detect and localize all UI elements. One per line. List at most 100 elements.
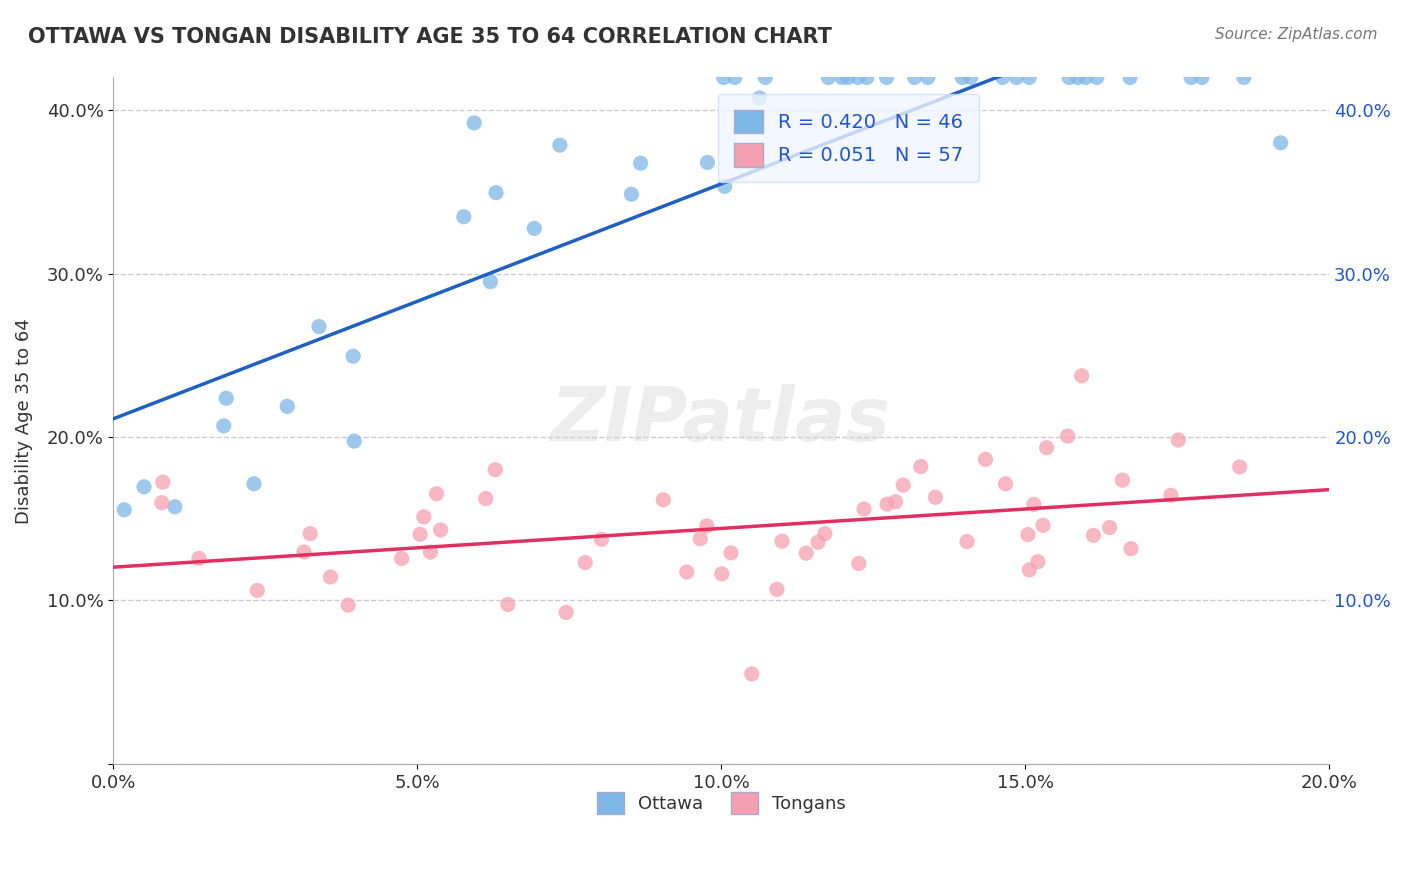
Ottawa xyxy=(243,476,266,491)
Ottawa xyxy=(523,221,546,235)
Tongans xyxy=(689,532,711,546)
Tongans xyxy=(794,546,817,560)
Ottawa xyxy=(163,500,186,514)
Tongans xyxy=(720,546,742,560)
Text: OTTAWA VS TONGAN DISABILITY AGE 35 TO 64 CORRELATION CHART: OTTAWA VS TONGAN DISABILITY AGE 35 TO 64… xyxy=(28,27,832,46)
Tongans xyxy=(814,526,837,541)
Ottawa xyxy=(620,187,643,202)
Tongans xyxy=(848,557,870,571)
Ottawa xyxy=(1270,136,1292,150)
Ottawa xyxy=(1085,70,1108,85)
Tongans xyxy=(807,535,830,549)
Ottawa xyxy=(630,156,652,170)
Tongans xyxy=(1032,518,1054,533)
Tongans xyxy=(188,551,211,566)
Ottawa xyxy=(696,155,718,169)
Ottawa xyxy=(132,480,155,494)
Ottawa xyxy=(713,70,735,85)
Tongans xyxy=(474,491,496,506)
Tongans xyxy=(1160,488,1182,502)
Ottawa xyxy=(212,418,235,433)
Ottawa xyxy=(112,502,135,516)
Tongans xyxy=(1229,459,1251,474)
Ottawa xyxy=(1074,70,1097,85)
Tongans xyxy=(891,478,914,492)
Ottawa xyxy=(1191,70,1213,85)
Legend: Ottawa, Tongans: Ottawa, Tongans xyxy=(588,783,855,823)
Tongans xyxy=(675,565,697,579)
Ottawa xyxy=(754,70,776,85)
Tongans xyxy=(1018,563,1040,577)
Ottawa xyxy=(1119,70,1142,85)
Tongans xyxy=(409,527,432,541)
Tongans xyxy=(391,551,413,566)
Ottawa xyxy=(215,391,238,405)
Tongans xyxy=(152,475,174,490)
Tongans xyxy=(419,545,441,559)
Ottawa xyxy=(1180,70,1202,85)
Ottawa xyxy=(748,91,770,105)
Ottawa xyxy=(479,275,502,289)
Tongans xyxy=(1098,520,1121,534)
Tongans xyxy=(884,495,907,509)
Tongans xyxy=(555,606,578,620)
Tongans xyxy=(770,534,793,549)
Tongans xyxy=(876,497,898,511)
Tongans xyxy=(1119,541,1142,556)
Tongans xyxy=(710,566,733,581)
Tongans xyxy=(591,533,613,547)
Tongans xyxy=(1056,429,1078,443)
Tongans xyxy=(924,491,946,505)
Ottawa xyxy=(463,116,485,130)
Tongans xyxy=(337,598,360,612)
Tongans xyxy=(652,492,675,507)
Ottawa xyxy=(837,70,859,85)
Ottawa xyxy=(1057,70,1080,85)
Ottawa xyxy=(831,70,853,85)
Ottawa xyxy=(1067,70,1090,85)
Tongans xyxy=(974,452,997,467)
Tongans xyxy=(1035,441,1057,455)
Tongans xyxy=(484,463,506,477)
Ottawa xyxy=(991,70,1014,85)
Tongans xyxy=(1111,473,1133,487)
Tongans xyxy=(956,534,979,549)
Tongans xyxy=(1070,368,1092,383)
Ottawa xyxy=(1005,70,1028,85)
Ottawa xyxy=(817,70,839,85)
Tongans xyxy=(741,667,763,681)
Ottawa xyxy=(856,70,879,85)
Ottawa xyxy=(959,70,981,85)
Ottawa xyxy=(1233,70,1256,85)
Ottawa xyxy=(453,210,475,224)
Tongans xyxy=(246,583,269,598)
Ottawa xyxy=(308,319,330,334)
Ottawa xyxy=(342,349,364,363)
Tongans xyxy=(1022,498,1045,512)
Tongans xyxy=(319,570,342,584)
Tongans xyxy=(412,509,434,524)
Y-axis label: Disability Age 35 to 64: Disability Age 35 to 64 xyxy=(15,318,32,524)
Tongans xyxy=(910,459,932,474)
Tongans xyxy=(1083,528,1105,542)
Ottawa xyxy=(485,186,508,200)
Tongans xyxy=(429,523,451,537)
Tongans xyxy=(1017,527,1039,541)
Tongans xyxy=(1167,433,1189,447)
Ottawa xyxy=(548,138,571,153)
Ottawa xyxy=(343,434,366,449)
Ottawa xyxy=(724,70,747,85)
Tongans xyxy=(574,556,596,570)
Tongans xyxy=(425,487,447,501)
Ottawa xyxy=(903,70,925,85)
Tongans xyxy=(299,526,322,541)
Ottawa xyxy=(917,70,939,85)
Tongans xyxy=(496,598,519,612)
Tongans xyxy=(853,502,876,516)
Tongans xyxy=(1026,555,1049,569)
Ottawa xyxy=(846,70,869,85)
Tongans xyxy=(994,476,1017,491)
Tongans xyxy=(766,582,789,597)
Ottawa xyxy=(876,70,898,85)
Ottawa xyxy=(713,179,735,194)
